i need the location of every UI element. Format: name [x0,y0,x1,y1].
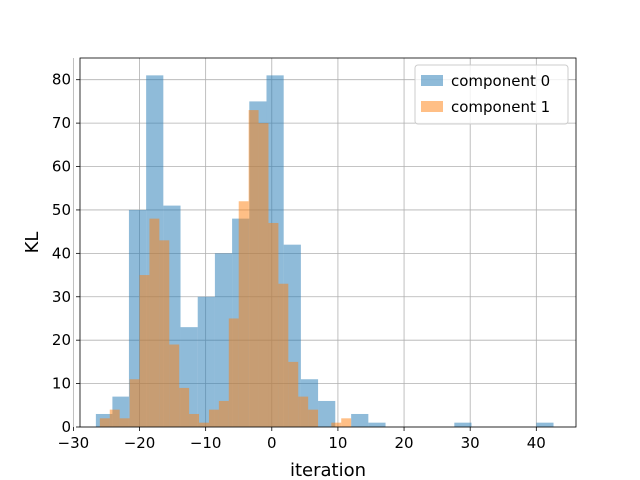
x-tick-label: 30 [461,434,480,452]
histogram-bar [331,422,342,427]
x-tick-label: 40 [527,434,546,452]
y-tick-label: 40 [52,244,71,262]
legend-label: component 0 [451,72,550,90]
histogram-bar [169,344,180,427]
legend-swatch [421,75,443,86]
histogram-bar [214,253,233,427]
histogram-bar [308,409,319,427]
legend-box [414,64,569,125]
histogram-bar [208,409,219,427]
x-tick-label: −10 [190,434,222,452]
histogram-bar [109,409,120,427]
histogram-bar [159,240,170,427]
y-tick-label: 80 [52,71,71,89]
histogram-bar [218,400,229,427]
x-axis-label: iteration [290,460,366,480]
histogram-bar [454,422,472,427]
histogram-bar [238,201,249,427]
histogram-bar [288,361,299,427]
series-1-bars [99,110,352,427]
histogram-bar [536,422,554,427]
histogram-bar [258,123,269,427]
histogram-bar [129,379,140,427]
legend: component 0 component 1 [414,64,569,125]
x-tick-label: −30 [58,434,90,452]
histogram-bar [149,218,160,427]
histogram-bar [179,387,190,427]
plot-frame [79,57,577,428]
histogram-bar [341,418,352,427]
histogram-bar [119,418,130,427]
axis-ticks: −30 −20 −10 0 10 20 30 40 0 10 20 30 40 50 60 70 80 [52,71,546,452]
histogram-bar [228,318,239,427]
x-tick-label: 0 [267,434,277,452]
bars [95,75,554,427]
x-tick-label: 20 [395,434,414,452]
legend-label: component 1 [451,98,550,116]
y-tick-label: 50 [52,201,71,219]
histogram-bar [248,110,259,427]
histogram-bar [368,422,386,427]
histogram-bar [298,396,309,427]
histogram-bar [351,413,369,427]
histogram-bar [318,400,336,427]
x-tick-label: −20 [124,434,156,452]
y-axis-label: KL [22,232,43,254]
histogram-bar [268,222,279,427]
histogram-bar [278,283,289,427]
histogram-bar [139,275,150,427]
histogram-bar [99,418,110,427]
histogram-bar [197,296,215,427]
x-tick-label: 10 [328,434,347,452]
histogram-bar [199,422,209,427]
y-tick-label: 10 [52,375,71,393]
legend-swatch [421,101,443,112]
y-tick-label: 0 [61,418,71,436]
y-tick-label: 30 [52,288,71,306]
y-tick-label: 70 [52,114,71,132]
y-tick-label: 20 [52,331,71,349]
y-tick-label: 60 [52,158,71,176]
histogram-bar [189,413,200,427]
